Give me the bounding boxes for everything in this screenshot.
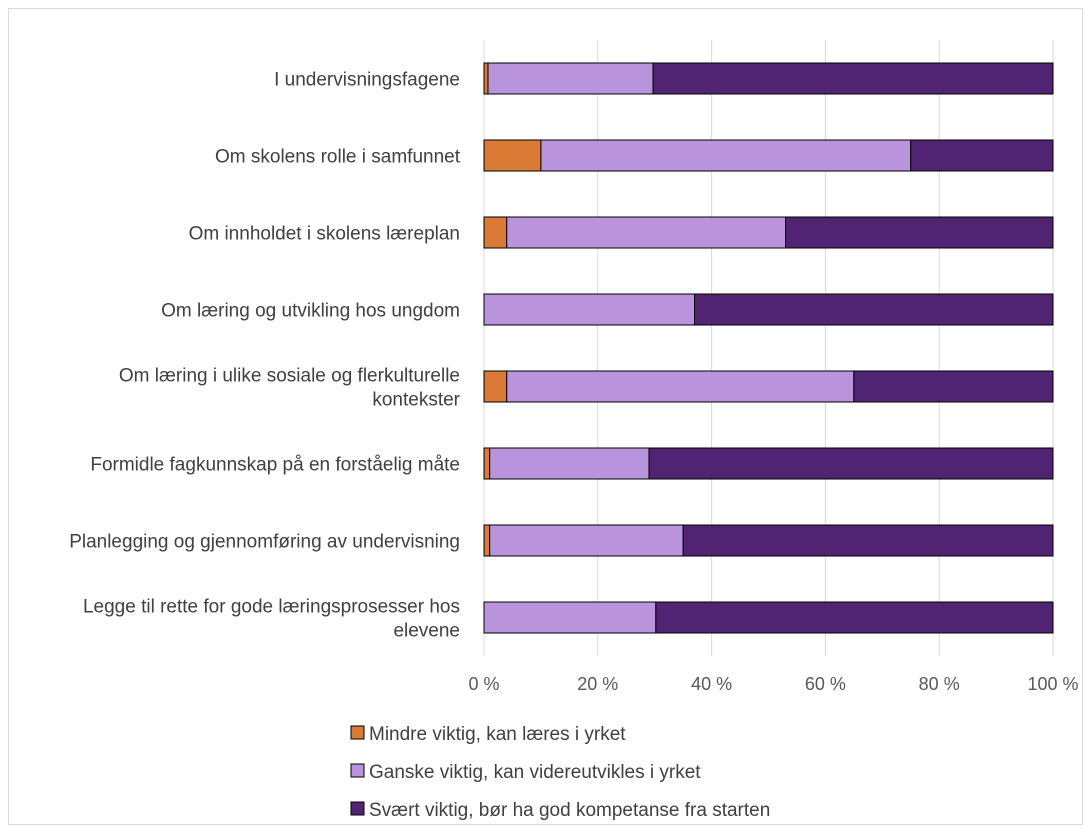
bar-segment-4-2 [853,370,1054,403]
x-tick-label-3: 60 % [805,674,846,694]
bar-segment-0-1 [487,62,654,95]
category-label-2: Om innholdet i skolens læreplan [189,224,460,245]
category-label-3: Om læring og utvikling hos ungdom [161,301,460,322]
x-tick-label-5: 100 % [1027,674,1078,694]
bar-segment-1-1 [540,139,912,172]
bar-segment-1-2 [910,139,1054,172]
bar-segment-4-1 [506,370,855,403]
x-tick-label-1: 20 % [577,674,618,694]
gridlines [483,40,1054,656]
bar-segment-2-1 [506,216,787,249]
x-tick-label-4: 80 % [919,674,960,694]
bar-segment-5-0 [483,447,491,480]
legend-label-2: Svært viktig, bør ha god kompetanse fra … [369,800,770,821]
legend-label-0: Mindre viktig, kan læres i yrket [369,724,626,745]
category-label-7: Legge til rette for gode læringsprosesse… [83,597,460,642]
x-tick-label-2: 40 % [691,674,732,694]
legend: Mindre viktig, kan læres i yrket Ganske v… [350,724,770,821]
bar-segment-6-2 [682,524,1054,557]
bar-segment-0-0 [483,62,489,95]
category-labels: I undervisningsfagene Om skolens rolle i … [69,70,461,642]
legend-swatch-1 [350,763,365,778]
bar-segment-6-0 [483,524,491,557]
bar-segment-4-0 [483,370,508,403]
bar-segment-0-2 [652,62,1054,95]
x-tick-label-0: 0 % [468,674,499,694]
category-label-6: Planlegging og gjennomføring av undervis… [69,532,460,553]
bars [483,62,1054,634]
bar-segment-5-2 [648,447,1054,480]
bar-segment-7-2 [655,601,1054,634]
legend-label-1: Ganske viktig, kan videreutvikles i yrke… [369,762,701,783]
bar-segment-5-1 [489,447,650,480]
category-label-1: Om skolens rolle i samfunnet [215,147,461,168]
bar-segment-3-1 [483,293,696,326]
bar-segment-2-2 [785,216,1054,249]
category-label-4: Om læring i ulike sosiale og flerkulture… [119,366,461,411]
bar-segment-7-1 [483,601,657,634]
bar-segment-2-0 [483,216,508,249]
bar-segment-1-0 [483,139,542,172]
legend-swatch-2 [350,801,365,816]
bar-segment-3-2 [694,293,1054,326]
bar-segment-6-1 [489,524,684,557]
category-label-0: I undervisningsfagene [274,70,460,91]
x-tick-labels: 0 % 20 % 40 % 60 % 80 % 100 % [468,674,1078,694]
legend-swatch-0 [350,725,365,740]
category-label-5: Formidle fagkunnskap på en forståelig må… [90,455,460,476]
